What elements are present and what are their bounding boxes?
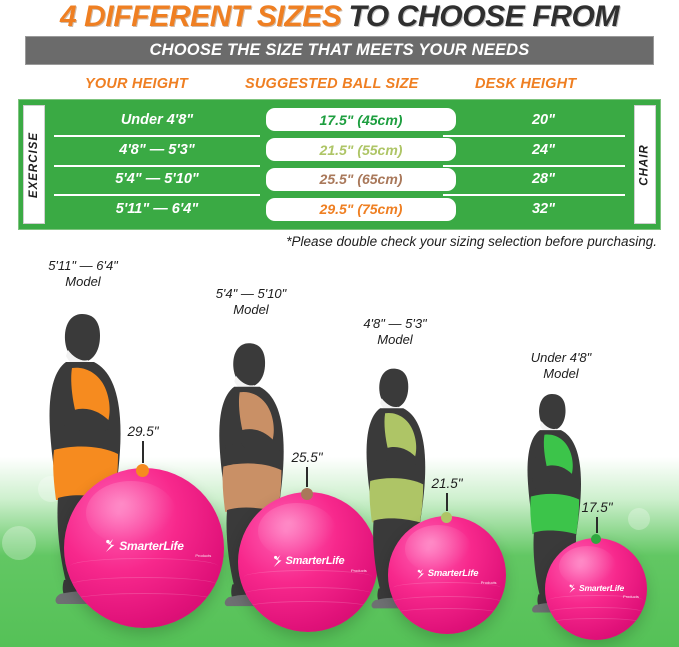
- ball-seam: [549, 595, 643, 605]
- brand-name: SmarterLife: [119, 538, 184, 553]
- ball-highlight: [404, 525, 471, 573]
- cell-your-height: Under 4'8": [120, 111, 194, 128]
- table-row: Under 4'8" 17.5" (45cm) 20": [48, 105, 631, 135]
- ball-seam: [549, 617, 643, 628]
- brand-logo: SmarterLife Products: [388, 568, 506, 585]
- table-column-headers: YOUR HEIGHT SUGGESTED BALL SIZE DESK HEI…: [40, 76, 640, 98]
- sizing-table: EXERCISE Under 4'8" 17.5" (45cm) 20" 4'8…: [18, 99, 661, 230]
- smarterlife-mark-icon: [569, 583, 576, 593]
- ball-seam: [70, 557, 218, 574]
- ball-seam: [392, 596, 502, 608]
- cell-desk-height: 24": [531, 141, 555, 158]
- brand-logo: SmarterLife Products: [64, 538, 224, 558]
- model-label-range: Under 4'8": [530, 350, 592, 365]
- cell-desk-height: 28": [531, 171, 555, 188]
- column-header-suggested-ball-size: SUGGESTED BALL SIZE: [245, 76, 419, 92]
- illustration-stage: 5'11" — 6'4" Model 29.5": [0, 258, 679, 647]
- size-callout: 17.5": [562, 500, 632, 533]
- brand-sub: Products: [195, 553, 212, 559]
- callout-line: [142, 441, 144, 463]
- cell-your-height: 5'11" — 6'4": [115, 201, 199, 218]
- model-label-range: 5'11" — 6'4": [48, 258, 118, 273]
- page-title-rest: TO CHOOSE FROM: [348, 0, 620, 33]
- bokeh-circle: [628, 508, 650, 530]
- ball-highlight: [257, 503, 336, 560]
- ball-highlight: [559, 546, 617, 587]
- cell-ball-size: 29.5" (75cm): [266, 197, 456, 221]
- ball-plug: [441, 512, 452, 523]
- ball-plug: [136, 464, 149, 477]
- ball-seam: [243, 601, 373, 615]
- cell-your-height: 5'4" — 5'10": [115, 171, 199, 188]
- size-callout: 29.5": [108, 424, 178, 463]
- table-row: 4'8" — 5'3" 21.5" (55cm) 24": [48, 134, 631, 165]
- column-header-your-height: YOUR HEIGHT: [85, 76, 188, 92]
- ball-plug: [301, 488, 313, 500]
- ball-seam: [392, 608, 502, 620]
- brand-name: SmarterLife: [427, 568, 479, 580]
- table-tab-exercise: EXERCISE: [23, 105, 45, 224]
- subtitle-banner: CHOOSE THE SIZE THAT MEETS YOUR NEEDS: [25, 36, 654, 65]
- model-label-word: Model: [377, 332, 413, 348]
- table-tab-chair: CHAIR: [634, 105, 656, 224]
- smarterlife-mark-icon: [273, 554, 282, 567]
- cell-ball-size: 25.5" (65cm): [266, 167, 456, 191]
- callout-line: [306, 467, 308, 487]
- callout-line: [596, 517, 598, 533]
- ball-seam: [70, 576, 218, 593]
- ball-seam: [70, 592, 218, 609]
- model-label: 5'4" — 5'10" Model: [186, 286, 316, 319]
- callout-line: [446, 493, 448, 511]
- brand-name: SmarterLife: [578, 583, 625, 594]
- cell-desk-height: 20": [531, 111, 555, 128]
- sizing-footnote: *Please double check your sizing selecti…: [286, 234, 657, 249]
- ball-seam: [243, 570, 373, 584]
- size-callout-text: 29.5": [127, 424, 159, 439]
- ball-seam: [549, 607, 643, 617]
- model-label-range: 5'4" — 5'10": [215, 286, 287, 301]
- column-header-desk-height: DESK HEIGHT: [475, 76, 577, 92]
- model-label-word: Model: [65, 274, 101, 290]
- exercise-ball: SmarterLife Products: [238, 492, 378, 632]
- model-label: 4'8" — 5'3" Model: [330, 316, 460, 349]
- brand-sub: Products: [351, 567, 367, 573]
- model-label: 5'11" — 6'4" Model: [18, 258, 148, 291]
- table-row: 5'4" — 5'10" 25.5" (65cm) 28": [48, 164, 631, 195]
- brand-logo: SmarterLife Products: [545, 583, 647, 599]
- exercise-ball: SmarterLife Products: [64, 468, 224, 628]
- table-row: 5'11" — 6'4" 29.5" (75cm) 32": [48, 194, 631, 224]
- brand-sub: Products: [480, 579, 497, 585]
- ball-seam: [392, 582, 502, 594]
- table-tab-chair-label: CHAIR: [639, 143, 652, 186]
- brand-logo: SmarterLife Products: [238, 554, 378, 573]
- table-tab-exercise-label: EXERCISE: [28, 131, 41, 198]
- page-title-highlight: 4 DIFFERENT SIZES: [59, 0, 342, 33]
- size-callout: 21.5": [412, 476, 482, 511]
- cell-desk-height: 32": [531, 201, 555, 218]
- size-callout: 25.5": [272, 450, 342, 487]
- model-label-range: 4'8" — 5'3": [363, 316, 427, 331]
- subtitle-banner-text: CHOOSE THE SIZE THAT MEETS YOUR NEEDS: [149, 41, 530, 59]
- cell-your-height: 4'8" — 5'3": [119, 141, 195, 158]
- model-label-word: Model: [233, 302, 269, 318]
- brand-name: SmarterLife: [285, 554, 345, 567]
- exercise-ball: SmarterLife Products: [388, 516, 506, 634]
- bokeh-circle: [2, 526, 36, 560]
- ball-highlight: [86, 480, 176, 545]
- exercise-ball: SmarterLife Products: [545, 538, 647, 640]
- brand-sub: Products: [623, 593, 639, 599]
- smarterlife-mark-icon: [417, 568, 424, 579]
- model-label: Under 4'8" Model: [496, 350, 626, 383]
- size-callout-text: 21.5": [431, 476, 463, 491]
- smarterlife-mark-icon: [106, 539, 115, 553]
- ball-plug: [591, 534, 601, 544]
- page-title: 4 DIFFERENT SIZES TO CHOOSE FROM: [0, 0, 679, 33]
- size-callout-text: 17.5": [581, 500, 613, 515]
- cell-ball-size: 21.5" (55cm): [266, 138, 456, 162]
- ball-seam: [243, 587, 373, 601]
- size-callout-text: 25.5": [291, 450, 323, 465]
- table-rows: Under 4'8" 17.5" (45cm) 20" 4'8" — 5'3" …: [45, 105, 634, 224]
- cell-ball-size: 17.5" (45cm): [266, 108, 456, 132]
- model-label-word: Model: [543, 366, 579, 382]
